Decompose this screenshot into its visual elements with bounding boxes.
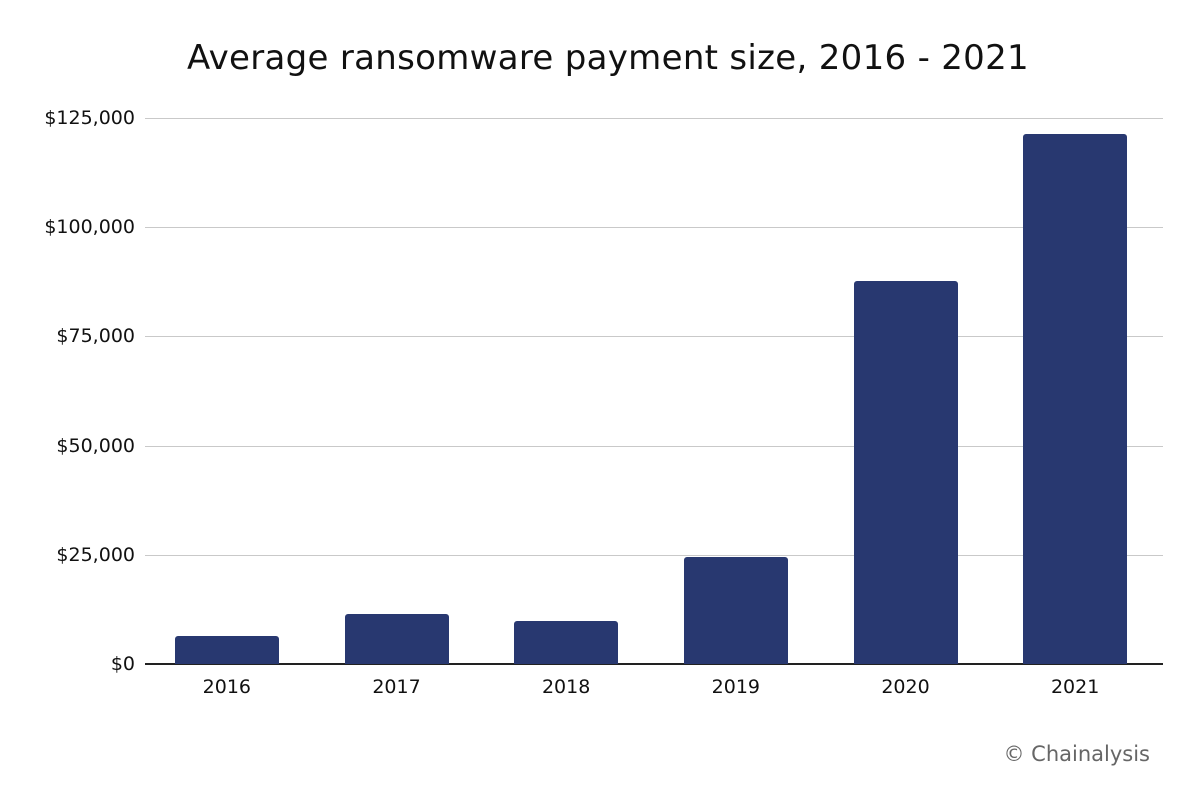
x-tick-label: 2019 (711, 676, 760, 698)
bar-2017 (344, 614, 449, 664)
x-tick-label: 2016 (202, 676, 251, 698)
y-tick-label: $75,000 (56, 325, 135, 348)
gridline (145, 227, 1163, 229)
x-tick-label: 2017 (372, 676, 421, 698)
y-tick-label: $25,000 (56, 543, 135, 566)
bar-2020 (853, 280, 958, 664)
x-tick-label: 2021 (1050, 676, 1100, 698)
x-axis-line (145, 663, 1163, 665)
x-tick-label: 2018 (541, 676, 591, 698)
bar-2016 (174, 636, 279, 664)
plot-area (145, 118, 1163, 665)
y-tick-label: $125,000 (44, 107, 135, 129)
y-tick-label: $50,000 (56, 434, 135, 457)
gridline (145, 554, 1163, 556)
y-tick-label: $0 (110, 653, 135, 675)
gridline (145, 445, 1163, 447)
bar-2021 (1023, 134, 1128, 664)
chart-title: Average ransomware payment size, 2016 - … (187, 38, 1029, 78)
credit-label: © Chainalysis (1003, 742, 1150, 766)
bar-2018 (514, 621, 619, 664)
gridline (145, 336, 1163, 338)
bar-2019 (683, 556, 788, 664)
y-tick-label: $100,000 (44, 216, 135, 239)
x-tick-label: 2020 (881, 676, 930, 698)
gridline (145, 118, 1163, 119)
